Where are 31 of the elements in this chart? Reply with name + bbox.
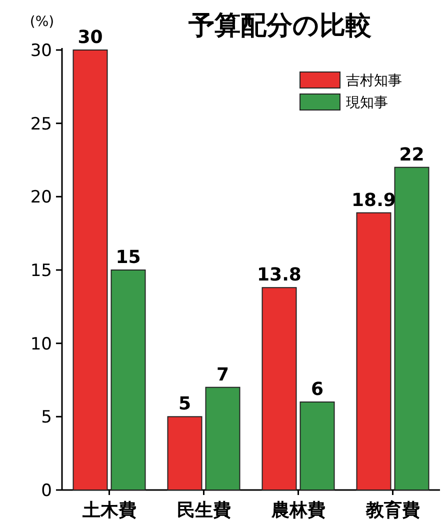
y-tick-label: 5	[41, 408, 52, 428]
bar	[262, 287, 297, 490]
legend-label: 現知事	[346, 95, 388, 111]
y-tick-label: 20	[30, 188, 52, 208]
x-tick-label: 教育費	[364, 499, 420, 521]
data-label: 22	[399, 144, 424, 166]
y-tick-label: 10	[30, 334, 52, 354]
bar	[110, 270, 146, 490]
x-tick-label: 土木費	[81, 500, 136, 521]
legend-label: 吉村知事	[346, 73, 402, 89]
data-label: 13.8	[257, 264, 302, 286]
x-tick-label: 民生費	[176, 500, 231, 521]
chart-title: 予算配分の比較	[188, 11, 372, 41]
data-label: 30	[78, 27, 103, 48]
data-label: 5	[178, 394, 192, 415]
data-label: 18.9	[352, 190, 396, 211]
bar	[300, 402, 335, 490]
data-label: 7	[216, 364, 230, 386]
bar	[72, 50, 108, 490]
bar	[394, 166, 430, 490]
y-tick-label: 30	[30, 41, 52, 61]
y-tick-label: 15	[30, 261, 52, 281]
bar	[167, 416, 202, 490]
y-axis-title: (%)	[30, 14, 54, 30]
y-tick-label: 0	[41, 481, 52, 501]
bar	[356, 212, 392, 490]
x-tick-label: 農林費	[270, 500, 326, 521]
bar	[205, 386, 240, 490]
y-tick-label: 25	[30, 114, 52, 134]
data-label: 15	[116, 247, 141, 268]
data-label: 6	[310, 379, 324, 400]
